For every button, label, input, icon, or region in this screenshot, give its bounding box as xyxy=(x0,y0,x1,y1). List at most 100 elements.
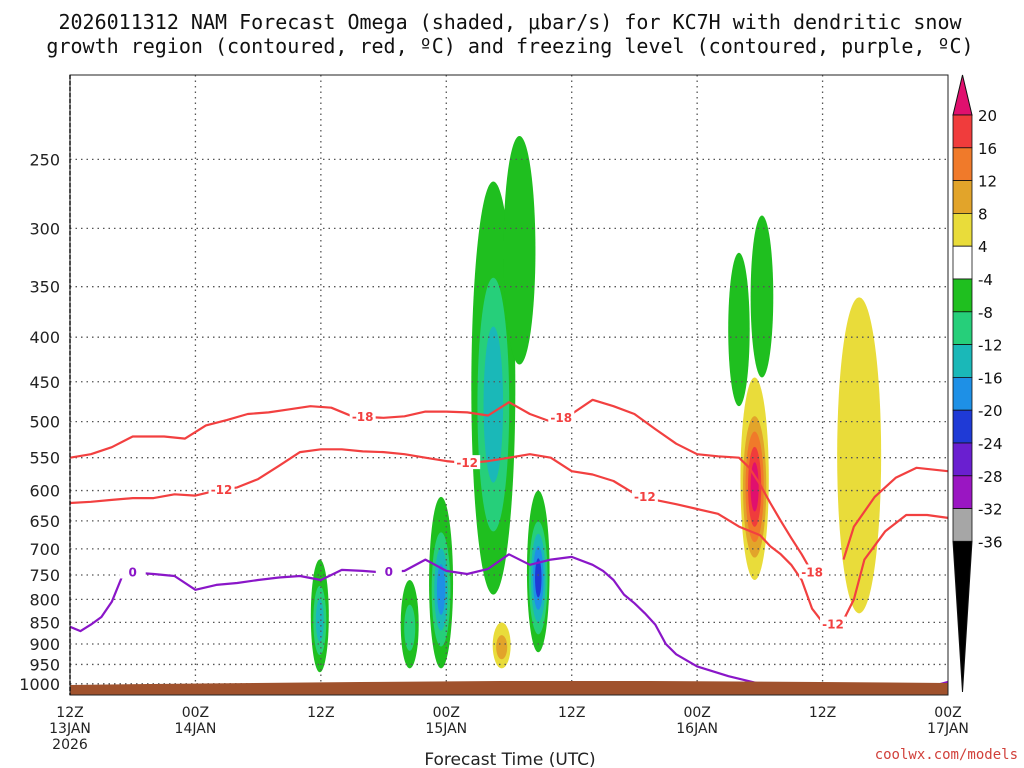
colorbar-band xyxy=(952,508,973,542)
omega-cell xyxy=(740,377,769,581)
omega-shade xyxy=(496,635,508,660)
colorbar-band xyxy=(952,344,973,378)
contour-label-bg xyxy=(119,564,146,579)
omega-cell xyxy=(750,215,774,378)
y-tick-label: 250 xyxy=(29,150,60,169)
colorbar-bottom-arrow xyxy=(952,540,973,693)
y-tick-label: 1000 xyxy=(19,675,60,694)
x-tick-label: 17JAN xyxy=(927,721,969,737)
y-tick-label: 950 xyxy=(29,655,60,674)
x-tick-label: 00Z xyxy=(433,705,460,721)
y-tick-label: 400 xyxy=(29,328,60,347)
colorbar-tick-label: -32 xyxy=(978,501,1003,519)
colorbar-band xyxy=(952,409,973,444)
omega-cell xyxy=(728,252,750,407)
colorbar-top-arrow xyxy=(952,74,973,116)
colorbar-tick-label: -12 xyxy=(978,337,1003,355)
colorbar-tick-label: -28 xyxy=(978,468,1003,486)
colorbar-band xyxy=(952,376,973,411)
colorbar-band xyxy=(952,114,973,149)
y-tick-label: 550 xyxy=(29,449,60,468)
colorbar-tick-label: 20 xyxy=(978,107,997,125)
omega-cell xyxy=(837,297,882,614)
colorbar-tick-label: 4 xyxy=(978,238,988,256)
contour-line xyxy=(842,513,948,621)
contour-label-bg xyxy=(349,408,376,423)
contour-line xyxy=(842,466,948,560)
x-tick-label: 00Z xyxy=(934,705,961,721)
colorbar-tick-label: -36 xyxy=(978,533,1003,551)
y-tick-label: 650 xyxy=(29,512,60,531)
colorbar-band xyxy=(952,212,973,247)
omega-cell xyxy=(400,580,419,669)
ground-terrain xyxy=(70,681,948,695)
x-tick-label: 12Z xyxy=(307,705,334,721)
x-tick-label: 12Z xyxy=(809,705,836,721)
y-tick-label: 600 xyxy=(29,482,60,501)
y-tick-label: 700 xyxy=(29,540,60,559)
y-tick-label: 800 xyxy=(29,590,60,609)
x-tick-label: 15JAN xyxy=(425,721,467,737)
x-tick-label: 16JAN xyxy=(676,721,718,737)
chart-title-line-2: growth region (contoured, red, ºC) and f… xyxy=(46,34,973,58)
y-tick-label: 750 xyxy=(29,566,60,585)
omega-shade xyxy=(535,558,542,598)
chart-title-line-1: 2026011312 NAM Forecast Omega (shaded, μ… xyxy=(58,10,962,34)
colorbar-band xyxy=(952,475,973,509)
contour-label-bg xyxy=(820,616,847,631)
colorbar-tick-label: -16 xyxy=(978,369,1003,387)
omega-shade xyxy=(315,599,324,642)
contour-label-bg xyxy=(631,488,658,503)
contour-label-bg xyxy=(208,481,235,496)
y-tick-label: 900 xyxy=(29,635,60,654)
y-tick-label: 850 xyxy=(29,613,60,632)
contour-label: -12 xyxy=(456,456,478,470)
contour-label: 0 xyxy=(385,565,393,579)
omega-shade xyxy=(483,326,504,483)
contour-label: 0 xyxy=(129,565,137,579)
contour-labels: -18 -18 -18 -12 -12 -12 -12 0 0 xyxy=(119,408,847,632)
x-axis-label: Forecast Time (UTC) xyxy=(424,750,595,768)
contour-label: -18 xyxy=(801,565,823,579)
contour-label-bg xyxy=(454,455,481,470)
x-tick-label: 12Z xyxy=(558,705,585,721)
contour-label: -12 xyxy=(634,490,656,504)
colorbar-tick-label: -4 xyxy=(978,271,993,289)
colorbar-band xyxy=(952,311,973,345)
x-tick-label: 2026 xyxy=(52,737,88,753)
contour-label: -12 xyxy=(211,483,233,497)
y-tick-label: 350 xyxy=(29,278,60,297)
omega-shade xyxy=(837,297,882,614)
colorbar-tick-label: -20 xyxy=(978,402,1003,420)
omega-shade xyxy=(436,564,446,615)
omega-cell xyxy=(429,496,454,669)
omega-cell xyxy=(492,622,511,669)
x-tick-label: 12Z xyxy=(56,705,83,721)
x-tick-label: 13JAN xyxy=(49,721,91,737)
colorbar-band xyxy=(952,278,973,313)
contour-line xyxy=(70,553,948,693)
omega-cell xyxy=(503,136,536,365)
x-tick-label: 14JAN xyxy=(175,721,217,737)
colorbar-band xyxy=(952,147,973,182)
contour-label-bg xyxy=(375,564,402,579)
colorbar-tick-label: 12 xyxy=(978,173,997,191)
contour-label-bg xyxy=(799,564,826,579)
y-axis: 250 300 350 400 450 500 550 600 650 700 750 800 850 9… xyxy=(19,150,60,693)
omega-shade xyxy=(728,252,750,407)
x-tick-label: 00Z xyxy=(182,705,209,721)
omega-shade xyxy=(503,136,536,365)
x-tick-label: 00Z xyxy=(683,705,710,721)
colorbar-tick-label: 16 xyxy=(978,140,997,158)
colorbar-tick-label: -8 xyxy=(978,304,993,322)
colorbar-tick-label: 8 xyxy=(978,205,988,223)
colorbar-band xyxy=(952,180,973,214)
colorbar-tick-label: -24 xyxy=(978,435,1003,453)
colorbar-band xyxy=(952,245,973,280)
contour-label: -18 xyxy=(550,411,572,425)
omega-shade xyxy=(404,604,416,651)
y-tick-label: 300 xyxy=(29,219,60,238)
omega-shade xyxy=(750,215,774,378)
